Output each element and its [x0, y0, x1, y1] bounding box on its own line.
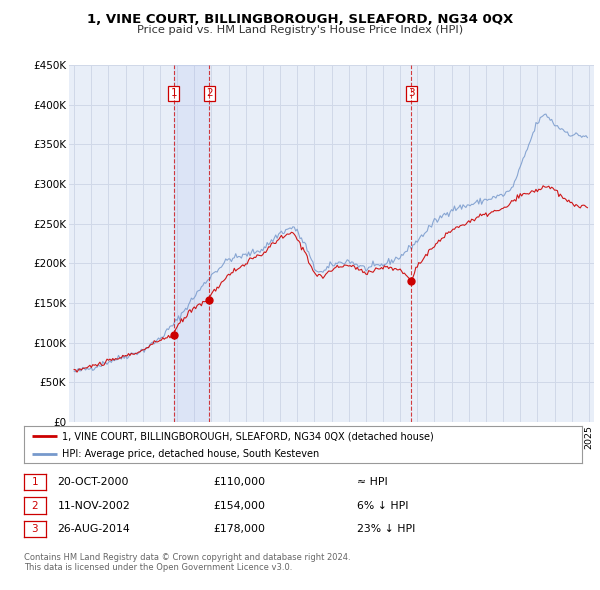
Text: ≈ HPI: ≈ HPI [357, 477, 388, 487]
Text: 1, VINE COURT, BILLINGBOROUGH, SLEAFORD, NG34 0QX: 1, VINE COURT, BILLINGBOROUGH, SLEAFORD,… [87, 13, 513, 26]
Text: £154,000: £154,000 [213, 501, 265, 510]
Text: Price paid vs. HM Land Registry's House Price Index (HPI): Price paid vs. HM Land Registry's House … [137, 25, 463, 35]
Text: 26-AUG-2014: 26-AUG-2014 [58, 525, 130, 534]
Text: 20-OCT-2000: 20-OCT-2000 [58, 477, 129, 487]
Text: 3: 3 [31, 525, 38, 534]
Text: This data is licensed under the Open Government Licence v3.0.: This data is licensed under the Open Gov… [24, 563, 292, 572]
Text: 1: 1 [170, 88, 177, 99]
Text: £178,000: £178,000 [213, 525, 265, 534]
Bar [173, 65, 209, 422]
Text: Contains HM Land Registry data © Crown copyright and database right 2024.: Contains HM Land Registry data © Crown c… [24, 553, 350, 562]
Text: 2: 2 [206, 88, 212, 99]
Text: HPI: Average price, detached house, South Kesteven: HPI: Average price, detached house, Sout… [62, 449, 319, 459]
Text: 23% ↓ HPI: 23% ↓ HPI [357, 525, 415, 534]
Text: 1, VINE COURT, BILLINGBOROUGH, SLEAFORD, NG34 0QX (detached house): 1, VINE COURT, BILLINGBOROUGH, SLEAFORD,… [62, 431, 434, 441]
Text: 2: 2 [31, 501, 38, 510]
Text: 3: 3 [408, 88, 415, 99]
Text: 11-NOV-2002: 11-NOV-2002 [58, 501, 130, 510]
Text: 6% ↓ HPI: 6% ↓ HPI [357, 501, 409, 510]
Text: £110,000: £110,000 [213, 477, 265, 487]
Text: 1: 1 [31, 477, 38, 487]
